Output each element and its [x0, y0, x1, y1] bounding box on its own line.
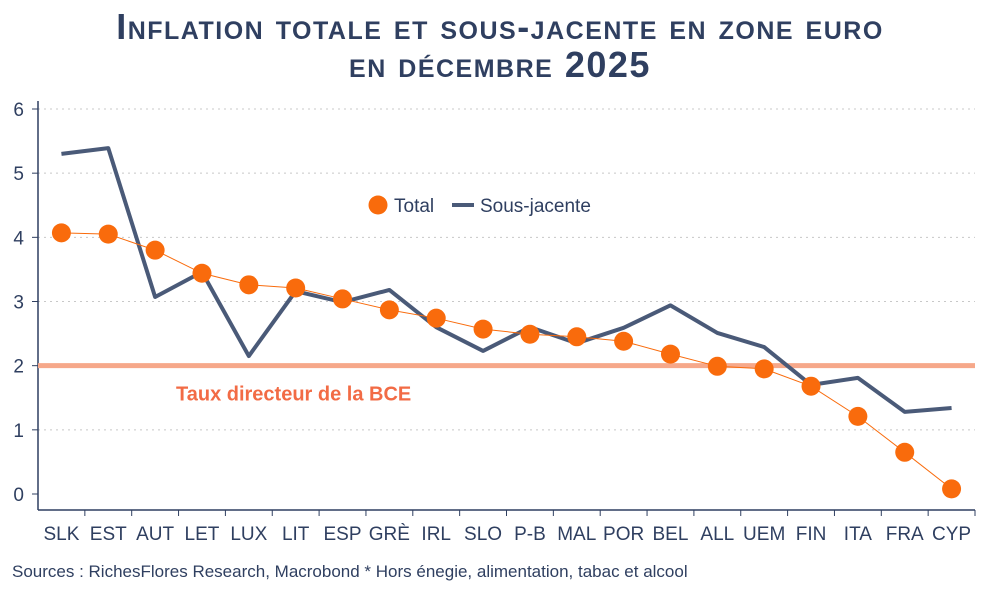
data-point-total — [614, 331, 634, 351]
data-point-total — [942, 479, 962, 499]
y-tick-label: 2 — [13, 357, 24, 378]
data-point-total — [51, 223, 71, 243]
x-tick-label: BEL — [653, 524, 689, 545]
x-tick-label: IRL — [421, 524, 451, 545]
x-tick-label: ALL — [700, 524, 734, 545]
reference-line-label: Taux directeur de la BCE — [176, 384, 411, 406]
x-tick-label: MAL — [557, 524, 596, 545]
data-point-total — [754, 359, 774, 379]
data-point-total — [426, 308, 446, 328]
x-tick-label: UEM — [743, 524, 785, 545]
data-point-total — [848, 406, 868, 426]
y-tick-label: 0 — [13, 485, 24, 506]
data-point-total — [145, 240, 165, 260]
data-point-total — [567, 327, 587, 347]
data-point-total — [660, 344, 680, 364]
y-tick-label: 6 — [13, 100, 24, 121]
x-tick-label: SLK — [43, 524, 79, 545]
y-tick-label: 3 — [13, 293, 24, 314]
chart-title-line1: Inflation totale et sous-jacente en zone… — [116, 6, 884, 47]
legend-label-sous-jacente: Sous-jacente — [480, 196, 591, 217]
data-point-total — [333, 289, 353, 309]
data-point-total — [520, 324, 540, 344]
legend-label-total: Total — [394, 196, 434, 217]
chart-title-line2: en décembre 2025 — [349, 44, 651, 85]
series-line-sous-jacente — [61, 146, 952, 414]
data-point-total — [98, 224, 118, 244]
data-point-total — [239, 275, 259, 295]
data-point-total — [192, 263, 212, 283]
data-point-total — [379, 300, 399, 320]
source-note: Sources : RichesFlores Research, Macrobo… — [12, 562, 688, 581]
y-tick-label: 4 — [13, 228, 24, 249]
y-tick-label: 5 — [13, 164, 24, 185]
data-point-total — [473, 319, 493, 339]
y-tick-label: 1 — [13, 421, 24, 442]
data-point-total — [895, 442, 915, 462]
data-point-total — [801, 376, 821, 396]
x-tick-label: FRA — [886, 524, 924, 545]
x-tick-label: ESP — [324, 524, 362, 545]
x-tick-label: FIN — [796, 524, 827, 545]
x-tick-label: LET — [185, 524, 220, 545]
x-tick-label: CYP — [932, 524, 971, 545]
x-tick-label: AUT — [136, 524, 174, 545]
x-tick-label: GRÈ — [369, 524, 410, 545]
x-tick-label: LUX — [230, 524, 267, 545]
legend-marker-total — [368, 195, 388, 215]
data-point-total — [286, 278, 306, 298]
x-tick-label: P-B — [514, 524, 546, 545]
x-tick-label: EST — [90, 524, 127, 545]
legend: Total Sous-jacente — [368, 195, 591, 217]
x-tick-label: SLO — [464, 524, 502, 545]
data-point-total — [707, 356, 727, 376]
x-tick-label: LIT — [282, 524, 310, 545]
x-tick-label: ITA — [844, 524, 872, 545]
x-tick-label: POR — [603, 524, 644, 545]
